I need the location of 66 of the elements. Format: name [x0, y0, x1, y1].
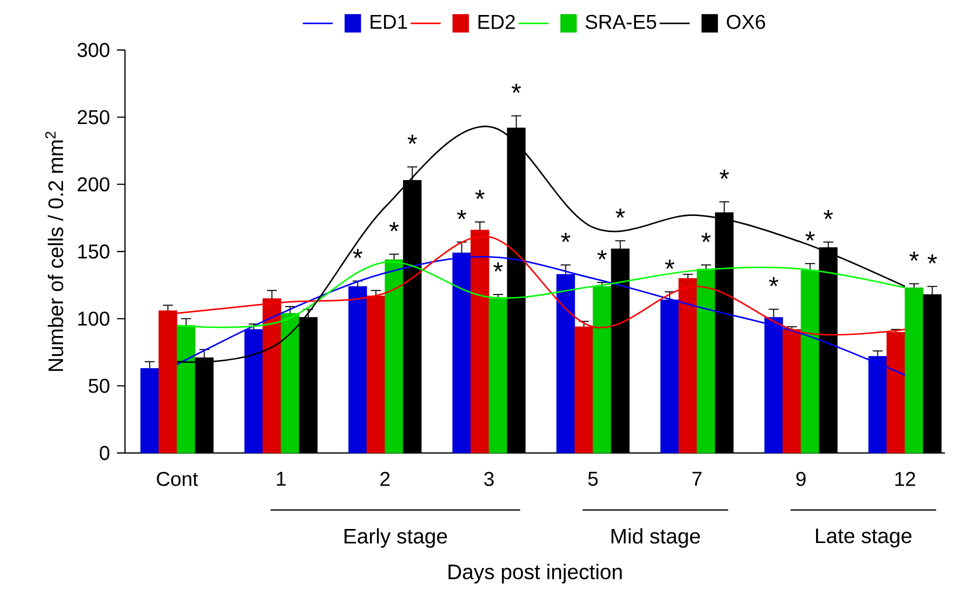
bar: [452, 252, 471, 454]
data-label: *: [408, 134, 417, 144]
text: Late stage: [816, 528, 912, 548]
x-tick-label: 5: [588, 472, 598, 486]
legend-label: OX6: [726, 14, 766, 30]
data-label: *: [720, 170, 729, 179]
bar: [262, 298, 282, 454]
bar: [574, 326, 594, 454]
bar: [904, 288, 924, 454]
y-tick-label: 150: [78, 244, 110, 259]
data-label: *: [597, 250, 607, 260]
data-label: *: [512, 84, 521, 93]
data-label: *: [665, 260, 674, 269]
bar: [868, 356, 887, 454]
bar: [886, 332, 906, 454]
y-tick-label: 200: [78, 177, 110, 192]
bar: [244, 329, 263, 454]
legend-label: ED1: [370, 14, 407, 29]
bar: [348, 286, 367, 454]
data-label: *: [769, 277, 778, 286]
data-label: *: [561, 232, 570, 242]
y-tick-label: 100: [78, 312, 110, 326]
data-label: *: [389, 222, 399, 232]
y-tick-label: 50: [88, 378, 110, 393]
x-tick-label: Cont: [156, 472, 198, 486]
y-axis-title: Number of cells / 0.2 mm$^{2}$: [45, 132, 64, 371]
data-label: *: [616, 208, 625, 218]
legend-label: ED2: [478, 14, 515, 29]
bar: [800, 270, 820, 454]
bar: [384, 259, 404, 454]
bar: [470, 230, 490, 454]
data-label: *: [701, 232, 711, 242]
text: Early stage: [344, 528, 447, 548]
bar: [782, 329, 802, 454]
data-label: *: [457, 210, 466, 220]
x-tick-label: 7: [692, 472, 702, 486]
data-label: *: [493, 262, 503, 272]
x-tick-label: 2: [380, 472, 390, 486]
bar: [488, 298, 508, 454]
y-tick-label: 300: [78, 42, 110, 58]
bar: [158, 310, 178, 454]
x-tick-label: 12: [895, 472, 916, 486]
data-label: *: [909, 252, 919, 261]
bar: [140, 368, 159, 454]
bar: [366, 296, 386, 454]
legend-label: SRA-E5: [586, 14, 656, 30]
data-label: *: [475, 190, 485, 199]
bar: [592, 286, 612, 454]
x-tick-label: 9: [796, 472, 806, 486]
bar: [556, 274, 575, 454]
bar: [280, 313, 300, 454]
data-label: *: [353, 248, 362, 258]
x-tick-label: 3: [484, 472, 494, 486]
bar: [696, 268, 716, 454]
x-tick-label: 1: [276, 472, 286, 486]
y-tick-label: 0: [100, 446, 110, 460]
bar: [678, 278, 698, 454]
x-axis-title: Days post injection: [448, 564, 622, 584]
data-label: *: [824, 210, 833, 220]
bar: [660, 300, 679, 454]
bar: [176, 325, 196, 454]
data-label: *: [928, 254, 937, 264]
data-label: *: [805, 232, 815, 241]
y-tick-label: 250: [78, 110, 110, 124]
bar: [764, 317, 783, 454]
text: Mid stage: [612, 528, 700, 548]
